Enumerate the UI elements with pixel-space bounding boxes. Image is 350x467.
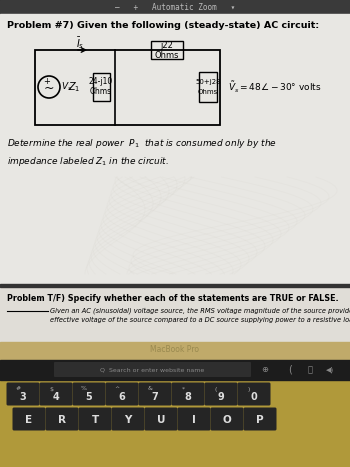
Text: MacBook Pro: MacBook Pro (150, 346, 200, 354)
Text: E: E (26, 415, 33, 425)
FancyBboxPatch shape (210, 408, 244, 431)
FancyBboxPatch shape (204, 382, 238, 405)
Text: effective voltage of the source compared to a DC source supplying power to a res: effective voltage of the source compared… (50, 317, 350, 323)
Bar (93, 73, 110, 101)
Bar (0, 14, 350, 284)
Text: *: * (181, 387, 184, 391)
Text: —   +   Automatic Zoom   ▾: — + Automatic Zoom ▾ (115, 2, 235, 12)
Text: ◀): ◀) (326, 367, 334, 373)
Text: $: $ (49, 387, 53, 391)
Text: 7: 7 (152, 392, 158, 402)
FancyBboxPatch shape (145, 408, 177, 431)
Text: %: % (81, 387, 87, 391)
Text: ~: ~ (44, 82, 54, 94)
Text: Problem T/F) Specify whether each of the statements are TRUE or FALSE.: Problem T/F) Specify whether each of the… (7, 294, 339, 303)
Bar (0, 342, 350, 467)
Bar (0, 284, 350, 287)
Text: I: I (192, 415, 196, 425)
Text: j22: j22 (161, 42, 174, 50)
Text: T: T (91, 415, 99, 425)
Text: 4: 4 (52, 392, 60, 402)
Text: 🔊: 🔊 (308, 366, 313, 375)
Text: +: + (43, 77, 50, 85)
Text: U: U (157, 415, 165, 425)
Text: (: ( (288, 365, 292, 375)
Text: R: R (58, 415, 66, 425)
FancyBboxPatch shape (172, 382, 204, 405)
FancyBboxPatch shape (46, 408, 78, 431)
FancyBboxPatch shape (54, 362, 251, 377)
FancyBboxPatch shape (105, 382, 139, 405)
Text: 5: 5 (86, 392, 92, 402)
Text: $\tilde{V}_s = 48\angle-30°$ volts: $\tilde{V}_s = 48\angle-30°$ volts (228, 79, 321, 95)
FancyBboxPatch shape (13, 408, 46, 431)
FancyBboxPatch shape (112, 408, 145, 431)
Text: ^: ^ (114, 387, 120, 391)
FancyBboxPatch shape (244, 408, 276, 431)
Text: 8: 8 (184, 392, 191, 402)
Bar (199, 72, 217, 102)
FancyBboxPatch shape (139, 382, 172, 405)
Text: $Z_1$: $Z_1$ (69, 80, 81, 94)
FancyBboxPatch shape (238, 382, 271, 405)
Text: Determine the real power  $P_1$  that is consumed only by the
impedance labeled : Determine the real power $P_1$ that is c… (7, 137, 277, 168)
FancyBboxPatch shape (78, 408, 112, 431)
Text: 50+j28: 50+j28 (195, 79, 221, 85)
Text: 0: 0 (251, 392, 257, 402)
Text: Problem #7) Given the following (steady-state) AC circuit:: Problem #7) Given the following (steady-… (7, 21, 319, 30)
Text: Y: Y (124, 415, 132, 425)
Bar (0, 287, 350, 342)
Text: O: O (223, 415, 231, 425)
Text: Ohms: Ohms (198, 89, 218, 95)
Bar (0, 380, 350, 467)
FancyBboxPatch shape (72, 382, 105, 405)
FancyBboxPatch shape (177, 408, 210, 431)
Bar (151, 41, 183, 59)
Text: Ohms: Ohms (155, 50, 179, 59)
Text: Ohms: Ohms (90, 87, 112, 97)
Text: Given an AC (sinusoidal) voltage source, the RMS voltage magnitude of the source: Given an AC (sinusoidal) voltage source,… (50, 307, 350, 314)
Text: #: # (15, 387, 21, 391)
Text: P: P (256, 415, 264, 425)
Text: $\bar{I}_s$: $\bar{I}_s$ (76, 35, 84, 51)
FancyBboxPatch shape (40, 382, 72, 405)
Text: ⊕: ⊕ (261, 366, 268, 375)
Text: 3: 3 (20, 392, 26, 402)
Text: 9: 9 (218, 392, 224, 402)
Bar (35, 50, 220, 125)
Text: ): ) (248, 387, 250, 391)
Bar (0, 360, 350, 380)
Text: Q  Search or enter website name: Q Search or enter website name (100, 368, 204, 373)
Text: 6: 6 (119, 392, 125, 402)
Text: &: & (148, 387, 153, 391)
Text: 24-j10: 24-j10 (89, 78, 113, 86)
Text: $V_s$: $V_s$ (61, 81, 72, 93)
Text: (: ( (215, 387, 217, 391)
FancyBboxPatch shape (7, 382, 40, 405)
Bar (0, 0, 350, 14)
